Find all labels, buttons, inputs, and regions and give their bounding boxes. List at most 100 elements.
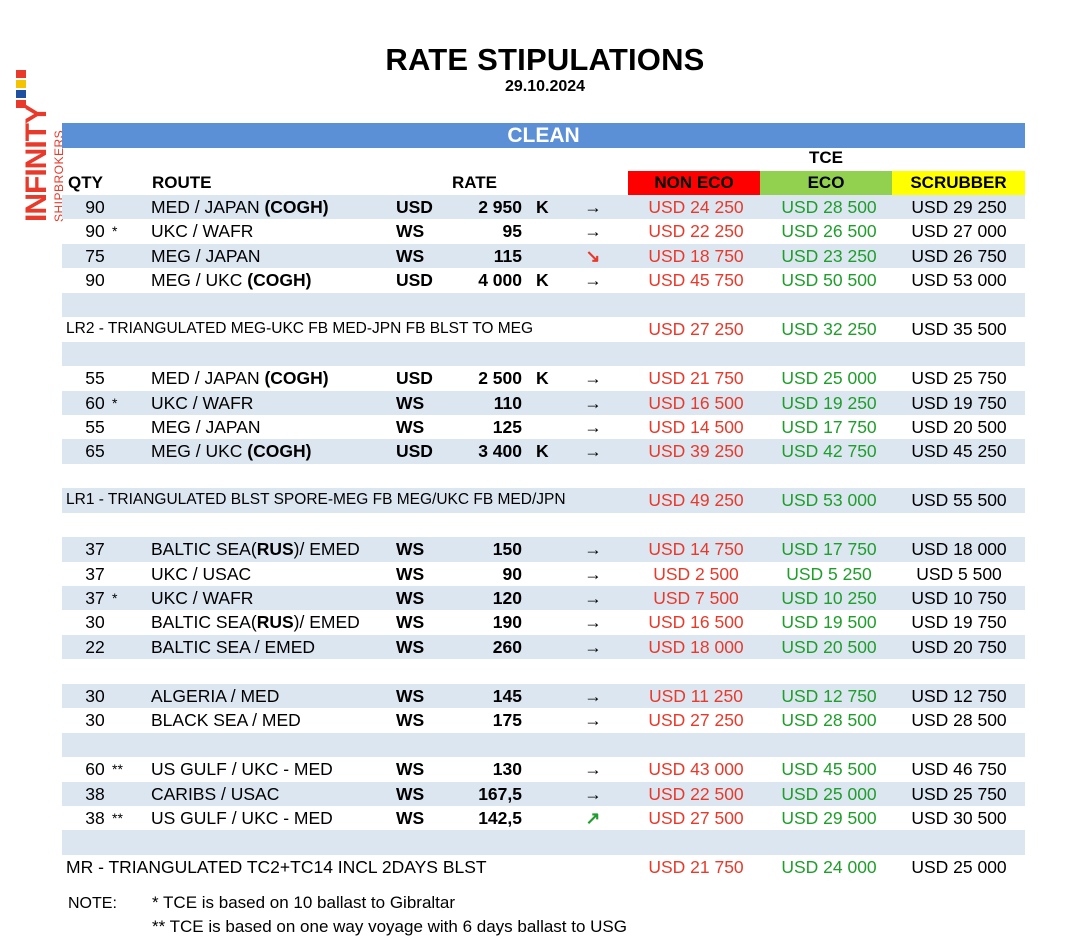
route-cell: ALGERIA / MED <box>151 684 279 708</box>
eco-tce: USD 20 500 <box>781 636 877 657</box>
route-cell: UKC / WAFR <box>151 391 253 415</box>
eco-tce: USD 42 750 <box>781 441 877 462</box>
logo-flag-icon-2 <box>16 80 26 88</box>
rate-value: 142,5 <box>478 807 522 828</box>
non-eco-tce: USD 22 250 <box>648 221 744 242</box>
qty-cell: 75 <box>85 245 105 266</box>
triangulated-row: LR2 - TRIANGULATED MEG-UKC FB MED-JPN FB… <box>62 317 1025 341</box>
footnote-marker: * <box>112 223 118 240</box>
route-emphasis: (COGH) <box>247 270 312 291</box>
trend-flat-icon: → <box>584 588 602 608</box>
non-eco-tce: USD 2 500 <box>653 563 739 584</box>
non-eco-tce: USD 21 750 <box>648 368 744 389</box>
rate-unit: WS <box>396 710 425 731</box>
scrubber-tce: USD 25 000 <box>911 856 1007 877</box>
footnote-marker: ** <box>112 761 123 778</box>
rate-unit: WS <box>396 685 425 706</box>
eco-tce: USD 45 500 <box>781 759 877 780</box>
non-eco-tce: USD 18 000 <box>648 636 744 657</box>
non-eco-tce: USD 11 250 <box>648 685 744 706</box>
rate-k: K <box>536 441 549 462</box>
route-text: BALTIC SEA( <box>151 539 257 560</box>
route-header: ROUTE <box>152 173 212 192</box>
route-text: MEG / JAPAN <box>151 416 261 437</box>
eco-tce: USD 25 000 <box>781 368 877 389</box>
eco-tce: USD 28 500 <box>781 197 877 217</box>
non-eco-tce: USD 22 500 <box>648 783 744 804</box>
non-eco-tce: USD 24 250 <box>648 197 744 217</box>
scrubber-tce: USD 26 750 <box>911 245 1007 266</box>
rate-unit: USD <box>396 441 433 462</box>
rate-value: 175 <box>492 710 522 731</box>
qty-cell: 37 <box>85 588 105 608</box>
rate-value: 190 <box>492 612 522 633</box>
eco-tce: USD 23 250 <box>781 245 877 266</box>
table-row: 55 MEG / JAPAN WS 125 → USD 14 500 USD 17 750 U… <box>62 415 1025 439</box>
table-row: 37 * UKC / WAFR WS 120 → USD 7 500 USD 10 250 US… <box>62 586 1025 611</box>
scrubber-tce: USD 30 500 <box>911 807 1007 828</box>
spacer-row <box>62 830 1025 855</box>
qty-cell: 30 <box>85 685 105 706</box>
triangulated-label: LR2 - TRIANGULATED MEG-UKC FB MED-JPN FB… <box>66 320 534 338</box>
table-row: 38 CARIBS / USAC WS 167,5 → USD 22 500 USD 25 … <box>62 781 1025 806</box>
non-eco-tce: USD 49 250 <box>648 490 744 511</box>
route-cell: BALTIC SEA(RUS)/ EMED <box>151 537 360 561</box>
non-eco-tce: USD 27 250 <box>648 319 744 340</box>
rate-value: 4 000 <box>478 270 522 291</box>
rate-table: 90 MED / JAPAN (COGH) USD 2 950 K → USD 24 250… <box>62 195 1025 879</box>
rate-unit: WS <box>396 783 425 804</box>
route-emphasis: RUS <box>256 539 294 560</box>
rate-unit: USD <box>396 270 433 291</box>
scrubber-tce: USD 46 750 <box>911 759 1007 780</box>
scrubber-header: SCRUBBER <box>892 171 1025 195</box>
route-text-after: )/ EMED <box>293 539 360 560</box>
table-row: 90 MEG / UKC (COGH) USD 4 000 K → USD 45 750 US… <box>62 268 1025 292</box>
route-cell: US GULF / UKC - MED <box>151 806 333 830</box>
route-text: US GULF / UKC - MED <box>151 807 333 828</box>
note-line: * TCE is based on 10 ballast to Gibralta… <box>152 893 456 912</box>
route-text: CARIBS / USAC <box>151 783 280 804</box>
logo-brand-name: INFINITY <box>20 104 53 222</box>
non-eco-tce: USD 45 750 <box>648 270 744 291</box>
scrubber-tce: USD 28 500 <box>911 710 1007 731</box>
rate-unit: WS <box>396 759 425 780</box>
trend-flat-icon: → <box>584 636 602 657</box>
triangulated-row: LR1 - TRIANGULATED BLST SPORE-MEG FB MEG… <box>62 488 1025 513</box>
rate-k: K <box>536 368 549 389</box>
route-emphasis: (COGH) <box>264 368 329 389</box>
qty-cell: 38 <box>85 807 105 828</box>
trend-flat-icon: → <box>584 783 602 804</box>
trend-flat-icon: → <box>584 685 602 706</box>
table-row: 65 MEG / UKC (COGH) USD 3 400 K → USD 39 250 US… <box>62 439 1025 464</box>
route-cell: MEG / JAPAN <box>151 244 261 268</box>
rate-unit: USD <box>396 368 433 389</box>
section-clean-bar: CLEAN <box>62 123 1025 148</box>
qty-cell: 37 <box>85 539 105 560</box>
scrubber-tce: USD 10 750 <box>911 588 1007 608</box>
spacer-row <box>62 732 1025 758</box>
non-eco-tce: USD 39 250 <box>648 441 744 462</box>
non-eco-tce: USD 14 750 <box>648 539 744 560</box>
rate-value: 167,5 <box>478 783 522 804</box>
route-text-after: )/ EMED <box>293 612 360 633</box>
rate-unit: WS <box>396 563 425 584</box>
non-eco-tce: USD 27 250 <box>648 710 744 731</box>
route-cell: BALTIC SEA(RUS)/ EMED <box>151 610 360 634</box>
route-cell: UKC / USAC <box>151 562 251 586</box>
route-text: BALTIC SEA / EMED <box>151 636 316 657</box>
table-row: 38 ** US GULF / UKC - MED WS 142,5 ↗ USD 27 50… <box>62 806 1025 830</box>
triangulated-label: MR - TRIANGULATED TC2+TC14 INCL 2DAYS BL… <box>66 856 487 877</box>
scrubber-tce: USD 19 750 <box>911 612 1007 633</box>
rate-unit: WS <box>396 636 425 657</box>
rate-unit: WS <box>396 221 425 242</box>
rate-value: 130 <box>492 759 522 780</box>
route-text: MED / JAPAN <box>151 368 260 389</box>
qty-cell: 90 <box>85 197 105 217</box>
page-title: RATE STIPULATIONS <box>385 42 705 77</box>
rate-unit: WS <box>396 416 425 437</box>
eco-tce: USD 53 000 <box>781 490 877 511</box>
non-eco-tce: USD 16 500 <box>648 392 744 413</box>
rate-value: 95 <box>502 221 522 242</box>
non-eco-tce: USD 43 000 <box>648 759 744 780</box>
scrubber-tce: USD 5 500 <box>916 563 1002 584</box>
